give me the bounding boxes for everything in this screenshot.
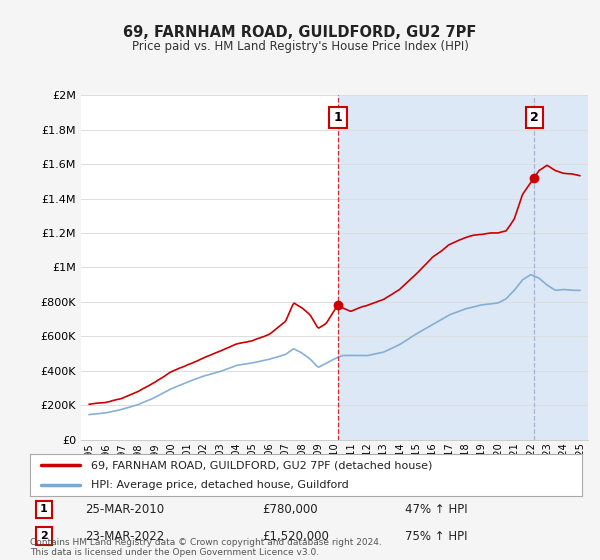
Text: Contains HM Land Registry data © Crown copyright and database right 2024.
This d: Contains HM Land Registry data © Crown c… xyxy=(30,538,382,557)
Text: 2: 2 xyxy=(530,111,539,124)
Text: 1: 1 xyxy=(334,111,343,124)
Text: 2: 2 xyxy=(40,531,47,542)
Text: 69, FARNHAM ROAD, GUILDFORD, GU2 7PF: 69, FARNHAM ROAD, GUILDFORD, GU2 7PF xyxy=(124,25,476,40)
Bar xyxy=(338,95,588,440)
Text: 75% ↑ HPI: 75% ↑ HPI xyxy=(406,530,468,543)
Text: HPI: Average price, detached house, Guildford: HPI: Average price, detached house, Guil… xyxy=(91,480,349,490)
Text: 25-MAR-2010: 25-MAR-2010 xyxy=(85,503,164,516)
Text: Price paid vs. HM Land Registry's House Price Index (HPI): Price paid vs. HM Land Registry's House … xyxy=(131,40,469,53)
Text: 69, FARNHAM ROAD, GUILDFORD, GU2 7PF (detached house): 69, FARNHAM ROAD, GUILDFORD, GU2 7PF (de… xyxy=(91,460,432,470)
Text: £780,000: £780,000 xyxy=(262,503,317,516)
Text: 23-MAR-2022: 23-MAR-2022 xyxy=(85,530,164,543)
Text: 47% ↑ HPI: 47% ↑ HPI xyxy=(406,503,468,516)
Text: 1: 1 xyxy=(40,505,47,515)
Text: £1,520,000: £1,520,000 xyxy=(262,530,329,543)
